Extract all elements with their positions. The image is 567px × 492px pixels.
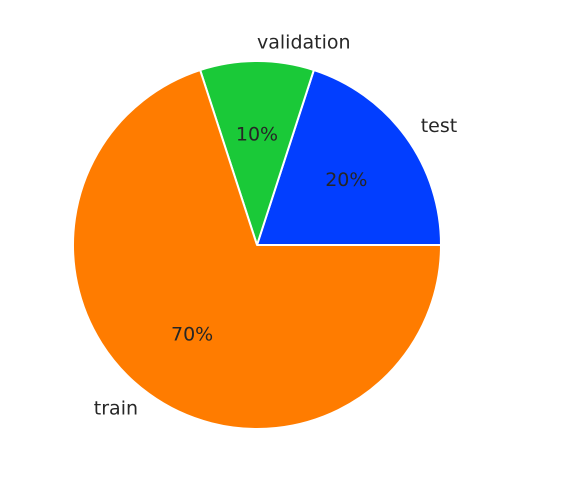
pie-slice-validation xyxy=(199,60,315,246)
slice-label-validation: validation xyxy=(257,32,351,54)
pie-slices xyxy=(72,60,442,430)
slice-percent-test: 20% xyxy=(325,169,367,191)
slice-label-train: train xyxy=(94,398,138,420)
slice-label-test: test xyxy=(421,115,458,137)
slice-percent-train: 70% xyxy=(171,323,213,345)
pie-slice-test xyxy=(256,69,442,246)
pie-slice-train xyxy=(72,69,442,430)
slice-percent-validation: 10% xyxy=(236,124,278,146)
pie-labels: test 20% validation 10% train 70% xyxy=(94,32,457,420)
